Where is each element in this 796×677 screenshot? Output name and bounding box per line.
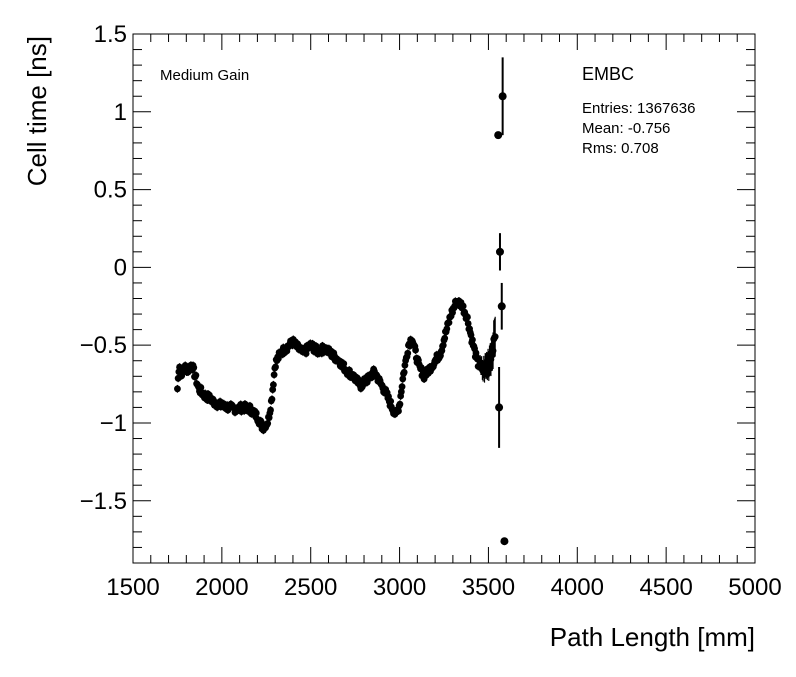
data-point bbox=[270, 371, 278, 379]
data-point bbox=[417, 364, 425, 371]
data-point bbox=[404, 349, 412, 357]
x-axis-title: Path Length [mm] bbox=[550, 622, 755, 652]
data-point bbox=[412, 346, 419, 354]
data-point bbox=[174, 385, 181, 393]
x-tick-label: 3000 bbox=[373, 574, 426, 601]
data-point bbox=[197, 384, 205, 391]
outlier-point bbox=[495, 247, 504, 256]
y-tick-label: 0.5 bbox=[94, 177, 127, 204]
data-point bbox=[269, 381, 277, 389]
data-point bbox=[491, 333, 499, 341]
data-point bbox=[396, 400, 404, 408]
y-tick-label: −0.5 bbox=[80, 332, 127, 359]
data-point bbox=[441, 334, 449, 342]
data-point bbox=[443, 325, 451, 333]
data-point bbox=[340, 360, 348, 368]
outlier-point bbox=[498, 92, 507, 101]
stats-title: EMBC bbox=[582, 64, 634, 84]
data-point bbox=[178, 372, 186, 380]
gain-label: Medium Gain bbox=[160, 67, 249, 84]
x-tick-label: 4500 bbox=[639, 574, 692, 601]
data-point bbox=[464, 313, 471, 321]
outlier-point bbox=[497, 302, 506, 311]
x-tick-label: 5000 bbox=[728, 574, 781, 601]
y-tick-label: 0 bbox=[114, 254, 127, 281]
data-point bbox=[445, 319, 453, 327]
data-point bbox=[252, 409, 260, 417]
x-tick-label: 2500 bbox=[284, 574, 337, 601]
stats-rms: Rms: 0.708 bbox=[582, 140, 659, 157]
stats-mean: Mean: -0.756 bbox=[582, 120, 670, 137]
data-point bbox=[272, 363, 279, 371]
data-point bbox=[387, 397, 395, 405]
x-tick-label: 3500 bbox=[462, 574, 515, 601]
data-point bbox=[264, 420, 272, 427]
data-point bbox=[267, 406, 274, 414]
y-axis-title: Cell time [ns] bbox=[22, 36, 52, 186]
data-point bbox=[268, 395, 276, 403]
y-tick-label: −1.5 bbox=[80, 488, 127, 515]
data-point bbox=[192, 371, 200, 379]
data-point bbox=[400, 368, 408, 376]
x-tick-label: 2000 bbox=[195, 574, 248, 601]
data-point bbox=[469, 336, 476, 344]
data-point bbox=[399, 375, 407, 383]
x-tick-label: 1500 bbox=[106, 574, 159, 601]
data-point bbox=[439, 341, 447, 349]
y-tick-label: −1 bbox=[100, 410, 127, 437]
data-point bbox=[397, 388, 405, 396]
outlier-point bbox=[495, 403, 504, 412]
x-tick-label: 4000 bbox=[551, 574, 604, 601]
data-point bbox=[395, 407, 402, 415]
data-point bbox=[190, 364, 198, 372]
axes-group: 1500 2000 2500 3000 3500 4000 4500 5000 −1.5 −1 −0… bbox=[80, 21, 782, 601]
series-group bbox=[174, 57, 509, 546]
outlier-point bbox=[494, 131, 503, 140]
stats-entries: Entries: 1367636 bbox=[582, 100, 695, 117]
y-tick-label: 1.5 bbox=[94, 21, 127, 48]
data-point bbox=[459, 302, 467, 310]
outlier-point bbox=[500, 537, 509, 546]
data-point bbox=[398, 383, 406, 391]
y-tick-label: 1 bbox=[114, 99, 127, 126]
